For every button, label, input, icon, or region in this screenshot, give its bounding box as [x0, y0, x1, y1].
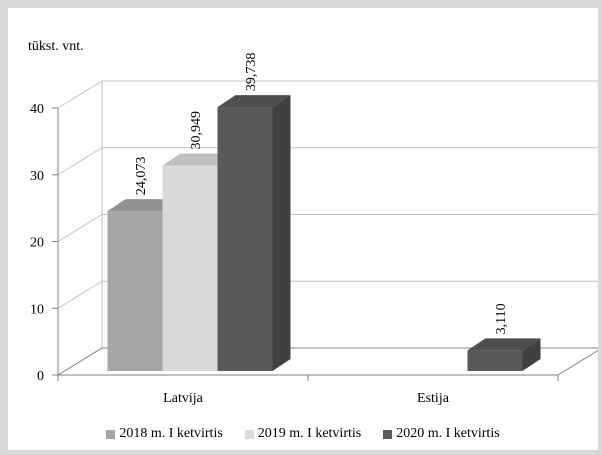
bar-side	[522, 338, 541, 371]
bar	[107, 211, 163, 371]
legend-swatch	[383, 429, 393, 439]
category-label: Latvija	[163, 391, 203, 406]
legend-label: 2020 m. I ketvirtis	[396, 426, 500, 441]
gridline-side	[57, 147, 103, 176]
bar-side	[272, 95, 291, 371]
gridline-side	[57, 280, 103, 309]
data-label: 3,110	[494, 303, 509, 334]
bar-chart: 0 10 20 30 40 tūkst. vnt. Latvija Estija 24,073 3…	[28, 39, 598, 406]
data-label: 24,073	[134, 157, 149, 196]
legend-label: 2019 m. I ketvirtis	[257, 426, 362, 441]
gridline-side	[57, 80, 103, 109]
y-tick-label: 20	[30, 236, 44, 251]
y-tick-label: 40	[30, 102, 44, 117]
legend-item: 2019 m. I ketvirtis	[244, 426, 362, 442]
bar	[217, 107, 273, 371]
gridline-side	[57, 214, 103, 242]
legend-item: 2018 m. I ketvirtis	[106, 426, 223, 442]
y-tick-label: 10	[30, 302, 44, 317]
bar-top	[467, 338, 541, 351]
chart-frame: 0 10 20 30 40 tūkst. vnt. Latvija Estija 24,073 3…	[8, 8, 598, 450]
y-tick-label: 0	[37, 369, 44, 384]
category-label: Estija	[417, 391, 450, 406]
legend-label: 2018 m. I ketvirtis	[119, 426, 223, 441]
bar	[162, 165, 218, 371]
bar	[467, 350, 523, 371]
bar-top	[217, 95, 291, 108]
data-label: 30,949	[189, 111, 204, 150]
legend: 2018 m. I ketvirtis 2019 m. I ketvirtis 20…	[8, 426, 598, 442]
bar-top	[162, 153, 236, 166]
y-axis-title: tūkst. vnt.	[28, 39, 84, 54]
legend-item: 2020 m. I ketvirtis	[383, 426, 500, 442]
bar-top	[107, 199, 181, 212]
legend-swatch	[244, 429, 254, 439]
data-label: 39,738	[244, 53, 259, 92]
y-tick-label: 30	[30, 169, 44, 184]
legend-swatch	[106, 429, 116, 439]
